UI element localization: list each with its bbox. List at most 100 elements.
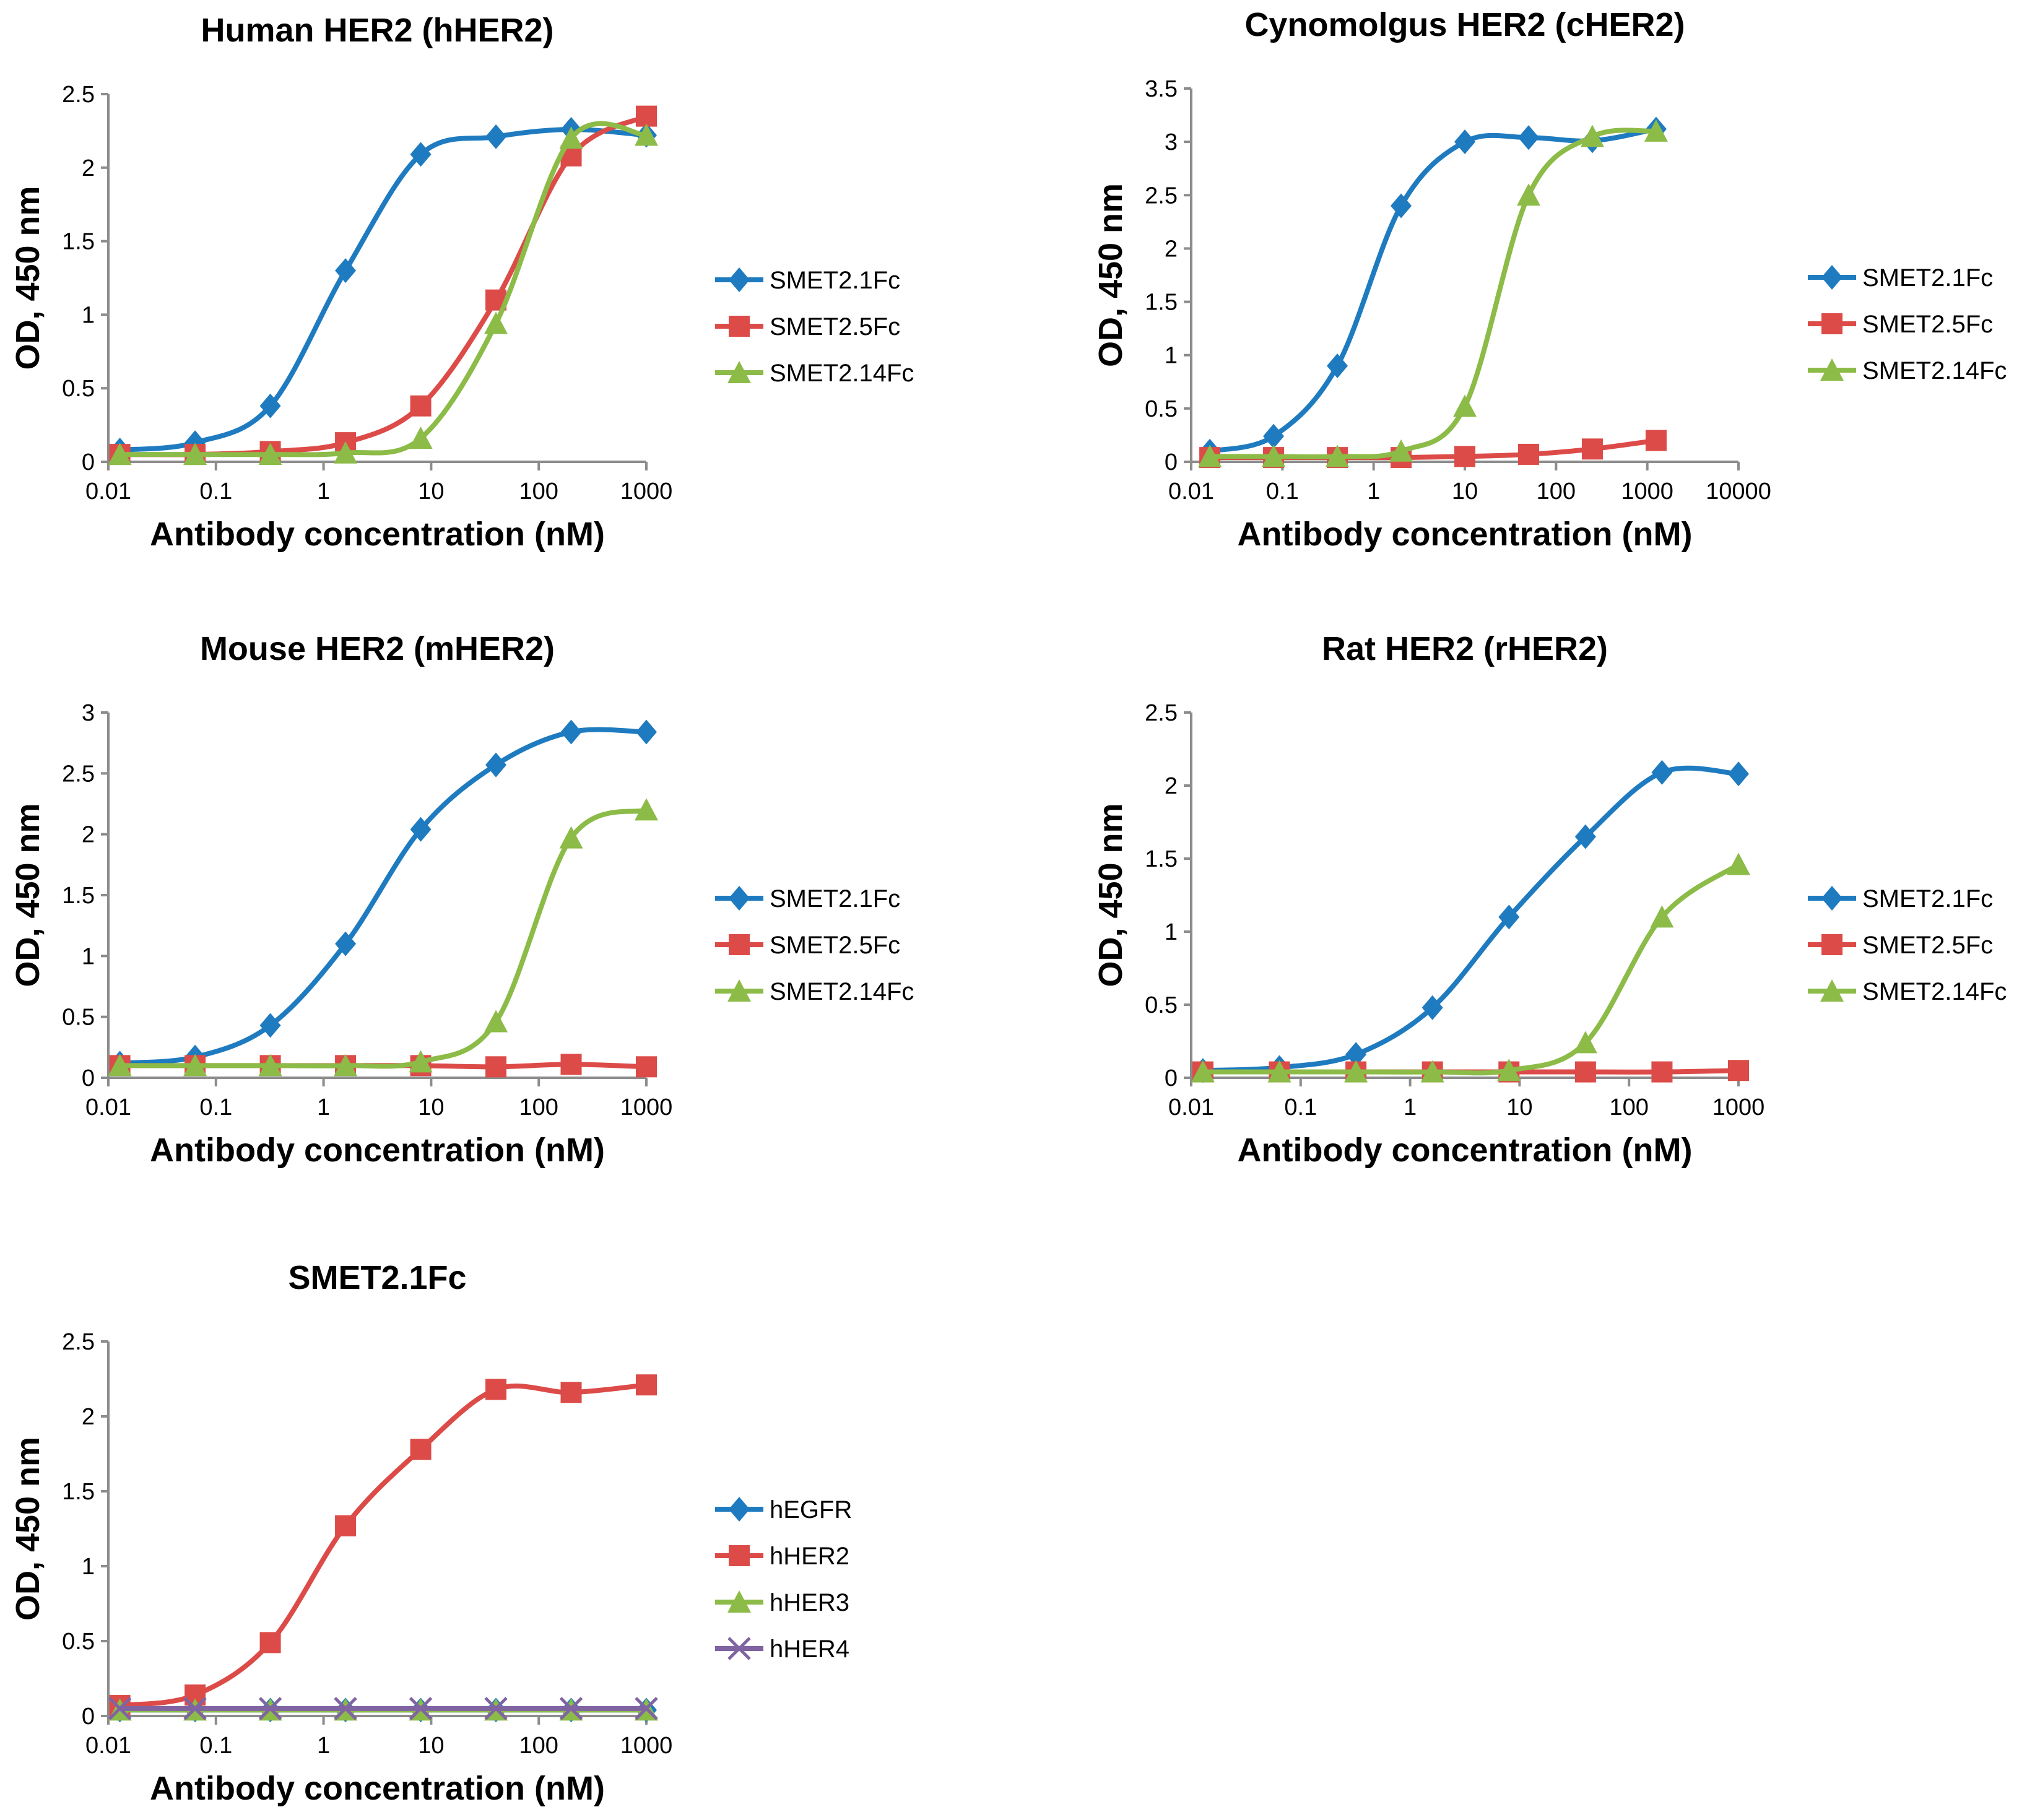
legend-label: SMET2.1Fc (1862, 885, 1993, 912)
x-tick-label: 1 (317, 1733, 330, 1759)
y-tick-label: 2 (82, 1404, 95, 1430)
x-tick-label: 0.1 (199, 1094, 232, 1120)
data-point (1727, 852, 1750, 875)
data-point (183, 1697, 207, 1720)
data-point (636, 1056, 657, 1078)
legend-label: hHER3 (770, 1589, 849, 1616)
y-axis-label: OD, 450 nm (9, 186, 46, 370)
x-tick-label: 1000 (620, 479, 673, 505)
legend-label: SMET2.5Fc (1862, 932, 1993, 959)
data-point (1198, 444, 1222, 467)
y-tick-label: 2.5 (62, 761, 95, 787)
y-tick-label: 1 (82, 1554, 95, 1580)
legend-label: SMET2.5Fc (1862, 311, 1993, 338)
data-point (1728, 761, 1749, 787)
series-line (119, 127, 647, 453)
data-point (108, 1054, 132, 1077)
data-point (635, 123, 658, 146)
legend-diamond-icon (729, 1497, 750, 1522)
y-tick-label: 1.5 (1145, 290, 1178, 316)
data-point (1421, 995, 1443, 1020)
data-point (1327, 353, 1348, 378)
data-point (183, 1054, 207, 1077)
data-point (335, 258, 357, 284)
y-tick-label: 2 (1165, 773, 1178, 799)
x-tick-label: 0.1 (1284, 1094, 1317, 1120)
chart-panel: SMET2.1Fc 0 0.5 1 1.5 2 2.5 0.01 0.1 1 10 100 1000 An… (9, 1259, 852, 1807)
x-tick-label: 1000 (1621, 479, 1673, 505)
legend-square-icon (1821, 934, 1843, 955)
data-point (335, 931, 357, 956)
data-point (1263, 423, 1285, 449)
legend-label: SMET2.14Fc (770, 978, 914, 1005)
chart-title: Mouse HER2 (mHER2) (200, 630, 555, 667)
data-point (1650, 905, 1674, 928)
legend-label: SMET2.14Fc (1862, 978, 2007, 1005)
chart-panel: Rat HER2 (rHER2) 0 0.5 1 1.5 2 2.5 0.01 0.1 1 10 10… (1092, 630, 2007, 1169)
y-tick-label: 2 (1165, 236, 1178, 262)
data-point (108, 1697, 132, 1720)
legend-label: hHER2 (770, 1543, 849, 1570)
legend-square-icon (729, 934, 750, 955)
data-point (1517, 443, 1539, 465)
data-point (1651, 760, 1673, 785)
legend-label: SMET2.14Fc (1862, 357, 2007, 384)
data-point (1454, 446, 1475, 467)
data-point (1420, 1060, 1444, 1083)
legend-label: SMET2.1Fc (770, 267, 900, 294)
data-point (259, 1013, 281, 1038)
data-point (1345, 1042, 1367, 1067)
y-tick-label: 1.5 (62, 1479, 95, 1505)
series-line (1202, 862, 1740, 1076)
series-line (119, 807, 648, 1069)
data-point (259, 393, 281, 418)
x-axis-label: Antibody concentration (nM) (150, 516, 605, 553)
x-tick-label: 100 (519, 479, 558, 505)
y-tick-label: 2.5 (1145, 183, 1178, 209)
legend-diamond-icon (1821, 265, 1843, 290)
data-point (1574, 1061, 1596, 1083)
data-point (335, 1515, 357, 1536)
data-point (485, 1056, 507, 1078)
x-tick-label: 10 (1452, 479, 1478, 505)
y-tick-label: 0 (1165, 449, 1178, 475)
series-line (1202, 765, 1739, 1073)
y-axis-label: OD, 450 nm (1092, 183, 1129, 367)
y-tick-label: 1.5 (62, 229, 95, 255)
data-point (1262, 444, 1286, 467)
data-point (258, 1054, 282, 1077)
x-tick-label: 0.01 (1168, 479, 1214, 505)
chart-title: Cynomolgus HER2 (cHER2) (1244, 6, 1685, 43)
data-point (334, 1054, 358, 1077)
data-point (1574, 824, 1596, 849)
y-axis-label: OD, 450 nm (9, 1437, 46, 1621)
data-point (410, 395, 432, 417)
data-point (1580, 124, 1604, 147)
y-tick-label: 1 (82, 943, 95, 969)
legend-diamond-icon (1821, 886, 1843, 911)
series-hHER4 (108, 1697, 658, 1720)
legend-label: SMET2.1Fc (1862, 264, 1993, 292)
x-axis-label: Antibody concentration (nM) (150, 1132, 605, 1169)
y-tick-label: 1 (1165, 919, 1178, 945)
y-tick-label: 2.5 (62, 82, 95, 108)
data-point (410, 142, 432, 167)
x-tick-label: 1 (1404, 1094, 1417, 1120)
y-tick-label: 0 (82, 449, 95, 475)
y-tick-label: 3.5 (1145, 76, 1178, 102)
x-tick-label: 0.01 (85, 1094, 131, 1120)
chart-title: Rat HER2 (rHER2) (1322, 630, 1608, 667)
y-tick-label: 0.5 (1145, 992, 1178, 1018)
legend-square-icon (729, 1545, 750, 1566)
x-tick-label: 1000 (620, 1733, 673, 1759)
data-point (409, 1050, 433, 1073)
x-tick-label: 0.01 (85, 1733, 131, 1759)
data-point (1644, 119, 1668, 142)
x-axis-label: Antibody concentration (nM) (1238, 516, 1693, 553)
data-point (1267, 1060, 1291, 1083)
data-point (108, 443, 132, 466)
series-line (119, 121, 647, 457)
data-point (485, 1379, 507, 1400)
data-point (1391, 193, 1412, 219)
